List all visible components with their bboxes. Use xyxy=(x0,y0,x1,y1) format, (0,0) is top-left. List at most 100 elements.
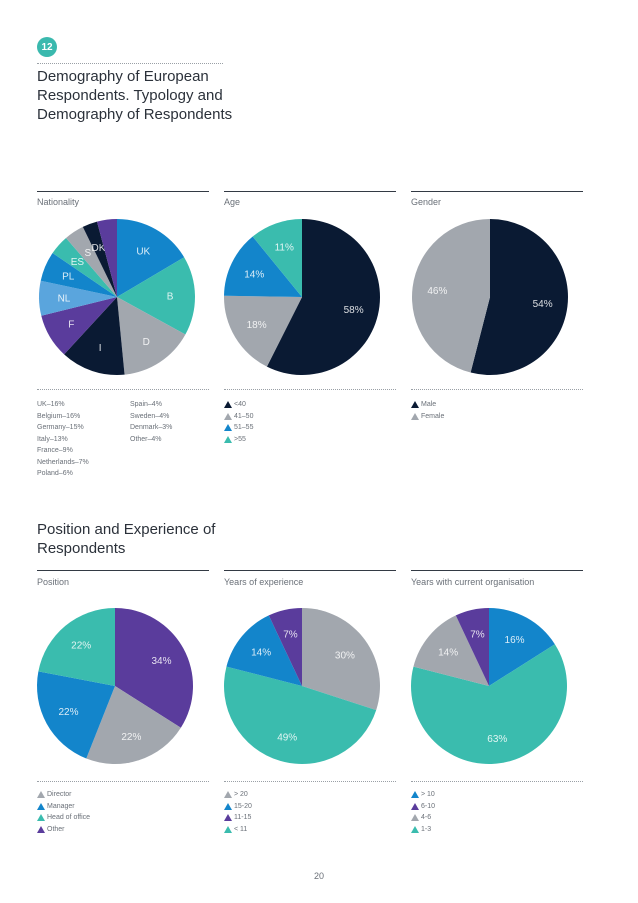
header-divider xyxy=(37,63,223,64)
organisation-slice-3-7 xyxy=(455,608,489,686)
page-number: 20 xyxy=(313,871,324,881)
position-slice-label-2: 22% xyxy=(59,707,79,718)
organisation-legend-item-2: 4-6 xyxy=(411,812,435,824)
triangle-marker-icon xyxy=(37,825,45,833)
position-slice-0-34 xyxy=(115,608,193,728)
gender-legend-label: Male xyxy=(421,401,437,408)
age-rule xyxy=(224,191,396,192)
nationality-slice-7-es xyxy=(52,237,117,297)
age-legend-item-2: 51–55 xyxy=(224,422,253,434)
organisation-legend-label: 1-3 xyxy=(421,825,432,833)
organisation-legend: > 10 6-10 4-6 1-3 xyxy=(411,789,435,835)
age-slice-1-18 xyxy=(224,295,302,367)
experience-slice-label-2: 14% xyxy=(251,648,271,659)
age-slice-label-3: 11% xyxy=(275,243,294,254)
nationality-legend-item-0-5: Netherlands–7% xyxy=(37,458,89,466)
organisation-slice-label-2: 14% xyxy=(438,648,458,659)
age-pie-chart: 58% 18% 14% 11% xyxy=(224,219,381,375)
organisation-legend-label: 6-10 xyxy=(421,802,436,810)
age-legend-label: <40 xyxy=(234,401,246,408)
gender-legend: Male Female xyxy=(411,399,444,422)
section-number-badge: 12 xyxy=(37,37,57,57)
organisation-legend-item-3: 1-3 xyxy=(411,824,435,836)
nationality-legend-item-0-6: Poland–6% xyxy=(37,470,73,477)
organisation-legend-divider xyxy=(411,781,583,782)
experience-legend-item-0: > 20 xyxy=(224,789,252,801)
experience-slice-1-49 xyxy=(223,666,377,765)
gender-slice-1-46 xyxy=(412,219,490,373)
triangle-marker-icon xyxy=(224,825,232,833)
gender-legend-item-1: Female xyxy=(411,411,444,423)
nationality-slice-label-8: S xyxy=(84,248,91,259)
age-legend-divider xyxy=(224,389,396,390)
gender-slice-0-54 xyxy=(470,219,568,375)
position-slice-label-0: 34% xyxy=(151,656,171,667)
page-title: Demography of European Respondents. Typo… xyxy=(37,68,233,123)
nationality-slice-label-1: B xyxy=(167,292,174,303)
experience-legend-divider xyxy=(224,781,396,782)
position-legend-label: Director xyxy=(47,791,72,798)
position-legend-item-2: Head of office xyxy=(37,812,90,824)
position-legend-label: Other xyxy=(47,825,65,833)
triangle-marker-icon xyxy=(224,814,232,822)
nationality-chart-title: Nationality xyxy=(37,197,80,207)
nationality-legend-item-1-1: Sweden–4% xyxy=(130,412,170,420)
experience-legend-label: > 20 xyxy=(234,791,248,798)
triangle-marker-icon xyxy=(224,791,232,799)
nationality-slice-label-5: NL xyxy=(58,293,71,304)
gender-slice-label-0: 54% xyxy=(533,299,553,310)
triangle-marker-icon xyxy=(411,791,419,799)
experience-slice-3-7 xyxy=(268,608,302,686)
age-slice-3-11 xyxy=(252,219,302,297)
nationality-slice-10-other xyxy=(97,219,117,297)
age-legend: <40 41–50 51–55 >55 xyxy=(224,399,253,445)
nationality-slice-8-s xyxy=(66,226,117,297)
experience-chart-title: Years of experience xyxy=(224,577,304,587)
organisation-slice-label-1: 63% xyxy=(487,734,507,745)
nationality-legend-item-1-2: Denmark–3% xyxy=(130,424,173,431)
experience-slice-label-3: 7% xyxy=(283,630,298,641)
gender-legend-item-0: Male xyxy=(411,399,444,411)
nationality-slice-label-3: I xyxy=(99,343,102,354)
nationality-slice-3-i xyxy=(64,297,125,375)
nationality-legend-item-1-3: Other–4% xyxy=(130,435,162,443)
triangle-marker-icon xyxy=(224,412,232,420)
experience-legend-label: < 11 xyxy=(234,825,248,833)
nationality-slice-label-4: F xyxy=(68,320,74,331)
position-legend-label: Head of office xyxy=(47,814,91,821)
age-legend-item-0: <40 xyxy=(224,399,253,411)
position-legend: Director Manager Head of office Other xyxy=(37,789,90,835)
organisation-legend-label: 4-6 xyxy=(421,814,432,821)
nationality-slice-label-7: ES xyxy=(71,257,85,268)
nationality-legend-col-2: Spain–4% Sweden–4% Denmark–3% Other–4% xyxy=(130,399,172,445)
age-legend-item-1: 41–50 xyxy=(224,411,253,423)
nationality-legend-item-0-3: Italy–13% xyxy=(37,435,68,443)
position-legend-divider xyxy=(37,781,209,782)
age-slice-label-1: 18% xyxy=(247,320,267,331)
age-slice-0-58 xyxy=(266,219,381,375)
nationality-slice-4-f xyxy=(41,297,117,355)
position-slice-label-1: 22% xyxy=(121,732,141,743)
experience-legend-item-2: 11-15 xyxy=(224,812,252,824)
nationality-slice-2-d xyxy=(117,297,186,375)
gender-slice-label-1: 46% xyxy=(427,286,447,297)
gender-legend-label: Female xyxy=(421,412,445,420)
nationality-slice-6-pl xyxy=(40,253,117,297)
organisation-slice-2-14 xyxy=(413,615,489,686)
organisation-legend-item-1: 6-10 xyxy=(411,801,435,813)
nationality-slice-label-2: D xyxy=(143,337,150,348)
age-legend-label: 51–55 xyxy=(234,424,254,431)
nationality-legend-item-0-2: Germany–15% xyxy=(37,424,84,431)
gender-legend-divider xyxy=(411,389,583,390)
age-legend-label: >55 xyxy=(234,435,246,443)
position-legend-item-1: Manager xyxy=(37,801,90,813)
age-slice-label-2: 14% xyxy=(244,269,264,280)
experience-slice-label-0: 30% xyxy=(335,650,355,661)
triangle-marker-icon xyxy=(411,825,419,833)
experience-legend-item-3: < 11 xyxy=(224,824,252,836)
nationality-slice-0-uk xyxy=(117,219,185,297)
nationality-slice-5-nl xyxy=(38,280,117,316)
triangle-marker-icon xyxy=(411,401,419,409)
triangle-marker-icon xyxy=(224,401,232,409)
experience-slice-label-1: 49% xyxy=(277,732,297,743)
